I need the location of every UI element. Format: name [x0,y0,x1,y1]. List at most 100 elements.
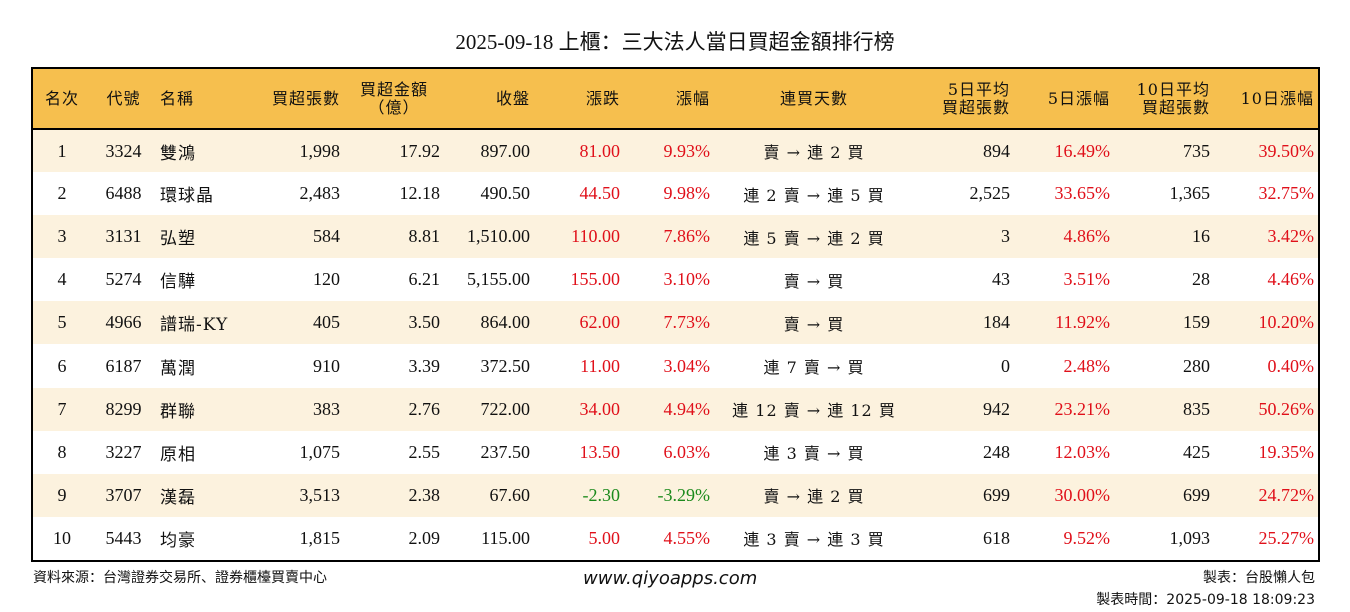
table-row: 7 8299 群聯 383 2.76 722.00 34.00 4.94% 連 12 賣 → 連… [33,387,1318,431]
header-change: 漲跌 [585,88,620,108]
row-code: 3131 [105,226,142,247]
row-pct5: 30.00% [1054,484,1111,505]
row-close: 864.00 [480,312,531,333]
row-net-buy-amount: 2.09 [408,527,441,548]
row-streak: 連 3 賣 → 買 [763,444,865,464]
row-close: 490.50 [480,183,531,204]
row-rank: 2 [57,183,67,204]
row-avg5: 3 [1001,226,1010,247]
row-pct10: 19.35% [1258,441,1315,462]
row-pct10: 24.72% [1258,484,1315,505]
row-pct5: 33.65% [1054,183,1111,204]
row-pct-change: 9.93% [663,140,711,161]
header-rank: 名次 [44,88,79,108]
row-net-buy-lots: 383 [313,398,340,419]
row-pct-change: 4.55% [663,527,711,548]
row-close: 5,155.00 [467,269,530,290]
table-body: 1 3324 雙鴻 1,998 17.92 897.00 81.00 9.93% 賣 → 連 2… [33,129,1318,560]
row-change: 62.00 [579,312,621,333]
row-change: -2.30 [582,484,621,505]
row-change: 34.00 [579,398,621,419]
row-avg10: 699 [1183,484,1210,505]
row-code: 6488 [105,183,142,204]
table-row: 2 6488 環球晶 2,483 12.18 490.50 44.50 9.98% 連 2 賣 … [33,172,1318,216]
row-net-buy-amount: 2.76 [408,398,441,419]
row-pct10: 3.42% [1267,226,1315,247]
row-pct10: 32.75% [1258,183,1315,204]
row-streak: 連 7 賣 → 買 [763,358,865,378]
row-avg10: 835 [1183,398,1210,419]
header-pct5: 5日漲幅 [1047,88,1110,108]
table-row: 1 3324 雙鴻 1,998 17.92 897.00 81.00 9.93% 賣 → 連 2… [33,129,1318,173]
row-pct5: 3.51% [1063,269,1111,290]
row-avg5: 2,525 [969,183,1011,204]
row-net-buy-amount: 2.38 [408,484,441,505]
row-avg5: 0 [1001,355,1010,376]
row-change: 81.00 [579,140,621,161]
row-pct-change: 6.03% [663,441,711,462]
table-row: 3 3131 弘塑 584 8.81 1,510.00 110.00 7.86% 連 5 賣 →… [33,215,1318,259]
table-row: 4 5274 信驊 120 6.21 5,155.00 155.00 3.10% 賣 → 買 43… [33,258,1318,302]
row-net-buy-lots: 120 [313,269,340,290]
row-avg10: 280 [1183,355,1210,376]
row-avg10: 159 [1183,312,1210,333]
row-avg10: 1,365 [1169,183,1211,204]
row-avg5: 248 [983,441,1010,462]
row-streak: 連 3 賣 → 連 3 買 [743,530,885,550]
row-pct-change: 3.10% [663,269,711,290]
row-code: 8299 [105,398,142,419]
row-net-buy-lots: 3,513 [299,484,341,505]
row-code: 3227 [105,441,142,462]
row-close: 67.60 [489,484,531,505]
row-close: 722.00 [480,398,531,419]
row-avg10: 735 [1183,140,1210,161]
row-name: 信驊 [160,272,196,293]
row-avg5: 699 [983,484,1010,505]
row-net-buy-lots: 1,998 [299,140,341,161]
row-pct5: 9.52% [1063,527,1111,548]
row-net-buy-amount: 2.55 [408,441,441,462]
row-name: 原相 [160,444,196,465]
header-avg5: 5日平均 買超張數 [914,69,1014,129]
header-avg10-line1: 10日平均 [1136,79,1210,99]
row-name: 雙鴻 [160,143,196,164]
row-net-buy-lots: 2,483 [299,183,341,204]
row-change: 155.00 [570,269,621,290]
row-rank: 3 [57,226,67,247]
table-row: 8 3227 原相 1,075 2.55 237.50 13.50 6.03% 連 3 賣 → … [33,430,1318,474]
website-link[interactable]: www.qiyoapps.com [583,568,758,589]
author: 製表：台股懶人包 [1203,570,1315,586]
table-row: 5 4966 譜瑞-KY 405 3.50 864.00 62.00 7.73% 賣 → 買 18… [33,301,1318,345]
row-pct10: 0.40% [1267,355,1315,376]
header-net-buy-amount-line2: （億） [368,97,420,117]
table-row: 10 5443 均豪 1,815 2.09 115.00 5.00 4.55% 連 3 賣 → … [33,516,1318,560]
header-code: 代號 [106,88,141,108]
row-rank: 9 [57,484,67,505]
header-avg5-line1: 5日平均 [947,79,1010,99]
row-net-buy-amount: 8.81 [408,226,441,247]
row-close: 237.50 [480,441,531,462]
row-streak: 連 2 賣 → 連 5 買 [743,185,885,205]
row-name: 譜瑞-KY [160,315,229,336]
row-rank: 8 [57,441,67,462]
row-rank: 1 [57,140,67,161]
row-name: 漢磊 [160,487,196,508]
row-avg5: 618 [983,527,1010,548]
table-row: 6 6187 萬潤 910 3.39 372.50 11.00 3.04% 連 7 賣 → 買 0… [33,344,1318,388]
row-streak: 連 12 賣 → 連 12 買 [732,401,896,421]
row-streak: 賣 → 連 2 買 [763,143,865,163]
row-name: 群聯 [160,401,196,422]
row-pct5: 12.03% [1054,441,1111,462]
row-pct5: 11.92% [1055,312,1110,333]
row-name: 環球晶 [160,186,214,207]
row-close: 115.00 [481,527,530,548]
row-pct-change: 7.86% [663,226,711,247]
data-source: 資料來源：台灣證券交易所、證券櫃檯買賣中心 [33,570,327,586]
header-name: 名稱 [160,88,195,108]
row-name: 均豪 [160,530,196,551]
row-net-buy-amount: 3.50 [408,312,441,333]
row-rank: 10 [53,527,71,548]
row-streak: 賣 → 買 [783,271,845,291]
row-avg5: 942 [983,398,1010,419]
row-code: 3324 [105,140,142,161]
